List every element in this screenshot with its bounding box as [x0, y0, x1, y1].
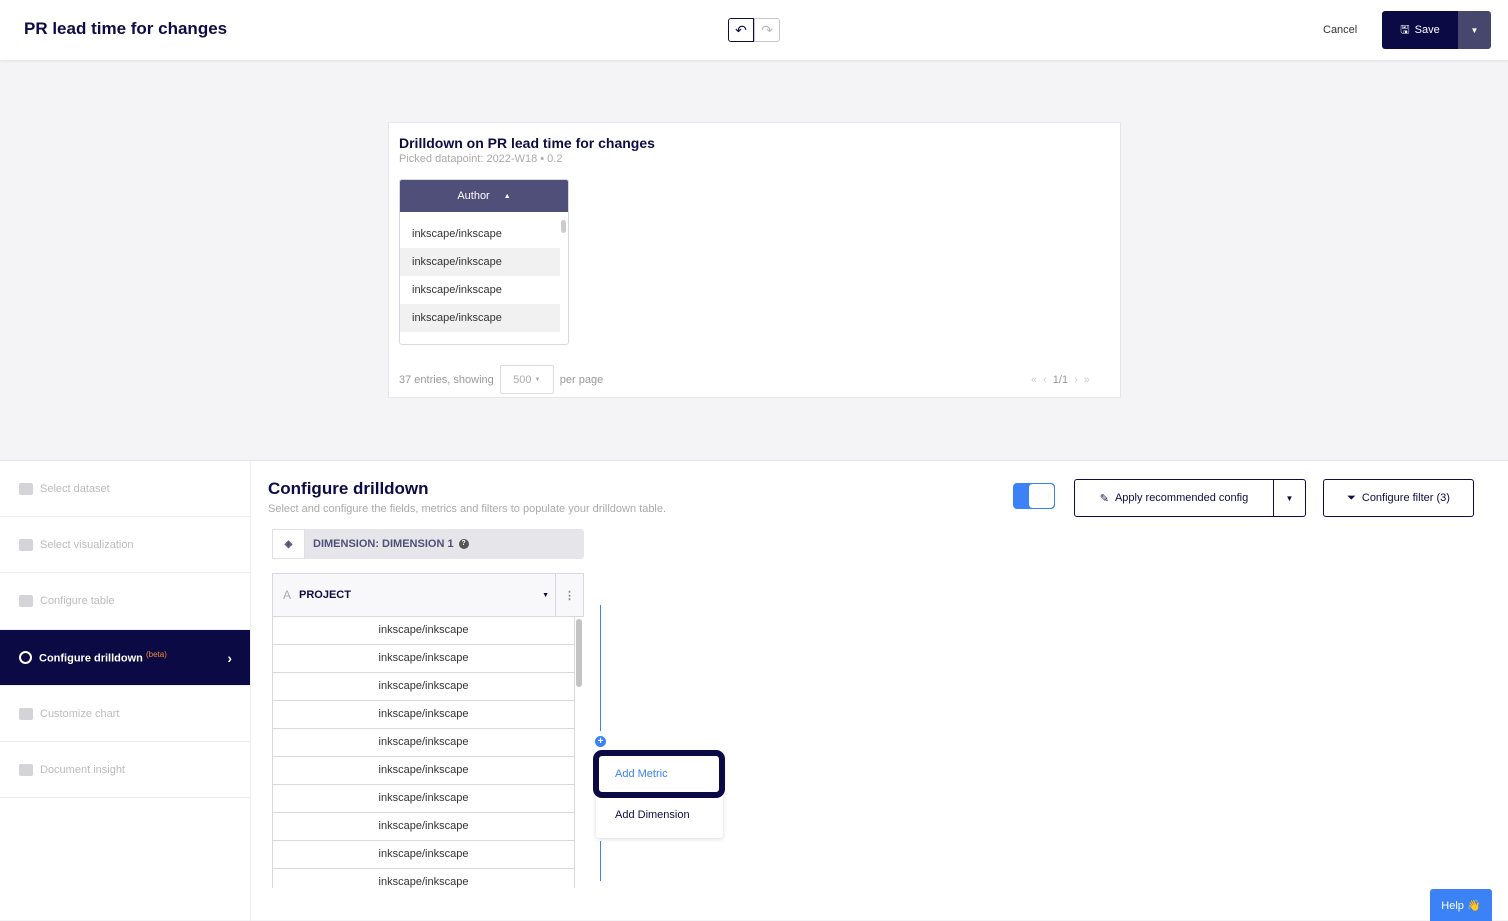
table-row: inkscape/inkscape — [272, 869, 575, 888]
chevron-right-icon: › — [227, 649, 232, 666]
connector-line — [600, 605, 601, 731]
table-row: inkscape/inkscape — [272, 673, 575, 701]
redo-button[interactable]: ↷ — [754, 18, 780, 42]
table-row: inkscape/inkscape — [272, 729, 575, 757]
sidebar-item-label: Configure drilldown — [39, 652, 143, 665]
table-icon — [19, 595, 33, 607]
caret-down-icon: ▼ — [1285, 493, 1294, 503]
crosshair-icon — [19, 651, 32, 664]
last-page-icon[interactable]: » — [1083, 373, 1090, 386]
author-column-header[interactable]: Author ▲ — [400, 180, 568, 212]
field-label: PROJECT — [299, 589, 351, 601]
top-bar: PR lead time for changes ↶ ↷ Cancel 🖫 Sav… — [0, 0, 1508, 60]
sidebar-item-label: Select dataset — [40, 482, 110, 495]
section-title: Configure drilldown — [268, 479, 429, 498]
table-row: inkscape/inkscape — [400, 248, 560, 276]
magic-wand-icon: ✎ — [1099, 492, 1109, 505]
undo-button[interactable]: ↶ — [728, 18, 754, 42]
toggle-knob — [1028, 484, 1054, 508]
pagination-info: 37 entries, showing 500 ▼ per page — [399, 365, 603, 394]
database-icon — [19, 482, 33, 495]
card-title: Drilldown on PR lead time for changes — [399, 135, 655, 151]
section-subtitle: Select and configure the fields, metrics… — [268, 503, 667, 515]
table-row: inkscape/inkscape — [272, 757, 575, 785]
sidebar-item-customize-chart[interactable]: Customize chart — [0, 686, 250, 742]
sidebar: Select dataset Select visualization Conf… — [0, 461, 251, 921]
project-values-list: inkscape/inkscape inkscape/inkscape inksca… — [272, 617, 575, 888]
sidebar-item-select-visualization[interactable]: Select visualization — [0, 517, 250, 573]
entries-text: 37 entries, showing — [399, 373, 494, 386]
beta-badge: (beta) — [145, 650, 167, 660]
configure-filter-button[interactable]: ⏷ Configure filter (3) — [1323, 479, 1474, 517]
sort-up-icon: ▲ — [503, 192, 511, 200]
caret-down-icon: ▼ — [542, 591, 549, 599]
per-page-select[interactable]: 500 ▼ — [499, 365, 554, 394]
book-icon — [19, 763, 33, 776]
table-row: inkscape/inkscape — [412, 228, 502, 240]
sidebar-item-select-dataset[interactable]: Select dataset — [0, 461, 250, 517]
text-type-icon: A — [283, 588, 292, 602]
table-row: inkscape/inkscape — [412, 284, 502, 296]
next-page-icon[interactable]: › — [1074, 373, 1078, 386]
paint-roller-icon — [19, 707, 33, 720]
sidebar-item-configure-drilldown[interactable]: Configure drilldown (beta) › — [0, 630, 250, 686]
table-row: inkscape/inkscape — [272, 645, 575, 673]
table-row: inkscape/inkscape — [400, 304, 560, 332]
table-row: inkscape/inkscape — [272, 701, 575, 729]
field-select[interactable]: A PROJECT ▼ ⋮ — [272, 573, 584, 617]
sidebar-item-label: Select visualization — [40, 538, 134, 551]
drilldown-preview-card: Drilldown on PR lead time for changes Pi… — [388, 122, 1121, 398]
caret-down-icon: ▼ — [534, 376, 541, 383]
apply-label: Apply recommended config — [1114, 492, 1249, 504]
apply-config-dropdown-button[interactable]: ▼ — [1273, 479, 1306, 517]
dimension-icon: ◈ — [272, 529, 305, 559]
picked-datapoint: Picked datapoint: 2022-W18 • 0.2 — [399, 153, 563, 165]
sidebar-item-configure-table[interactable]: Configure table — [0, 573, 250, 630]
table-row: inkscape/inkscape — [272, 841, 575, 869]
add-metric-menu-item[interactable]: Add Metric — [593, 750, 725, 798]
connector-line — [600, 841, 601, 881]
dimension-label: DIMENSION: DIMENSION 1 — [313, 538, 454, 550]
filter-label: Configure filter (3) — [1361, 492, 1450, 504]
toggle-switch[interactable] — [1013, 483, 1055, 509]
table-row: inkscape/inkscape — [272, 785, 575, 813]
page-indicator: 1/1 — [1052, 373, 1069, 386]
prev-page-icon[interactable]: ‹ — [1043, 373, 1047, 386]
first-page-icon[interactable]: « — [1031, 373, 1038, 386]
filter-icon: ⏷ — [1347, 491, 1356, 504]
kebab-menu-icon[interactable]: ⋮ — [555, 574, 583, 616]
column-label: Author — [457, 190, 490, 202]
sidebar-item-label: Customize chart — [40, 707, 120, 720]
add-icon[interactable]: + — [595, 736, 606, 747]
table-row: inkscape/inkscape — [272, 617, 575, 645]
cancel-button[interactable]: Cancel — [1323, 24, 1358, 36]
sidebar-item-label: Document insight — [40, 763, 125, 776]
save-dropdown-button[interactable]: ▼ — [1458, 11, 1491, 49]
per-page-value: 500 — [513, 373, 532, 386]
save-label: Save — [1414, 24, 1440, 36]
undo-icon: ↶ — [735, 21, 747, 38]
per-page-label: per page — [559, 373, 604, 386]
save-button[interactable]: 🖫 Save — [1382, 11, 1458, 49]
redo-icon: ↷ — [761, 21, 773, 38]
help-button[interactable]: Help 👋 — [1430, 889, 1492, 921]
table-row: inkscape/inkscape — [272, 813, 575, 841]
bar-chart-icon — [19, 538, 33, 551]
dimension-header: ◈ DIMENSION: DIMENSION 1 ? — [272, 529, 584, 559]
sidebar-item-document-insight[interactable]: Document insight — [0, 742, 250, 798]
config-panel: Select dataset Select visualization Conf… — [0, 460, 1508, 921]
page-title: PR lead time for changes — [24, 19, 228, 38]
sidebar-item-label: Configure table — [40, 595, 115, 607]
caret-down-icon: ▼ — [1470, 25, 1479, 35]
scrollbar[interactable] — [576, 619, 582, 687]
add-menu: Add Metric Add Dimension — [593, 750, 725, 838]
help-icon[interactable]: ? — [458, 539, 469, 549]
pager: « ‹ 1/1 › » — [1031, 365, 1090, 394]
scrollbar[interactable] — [561, 220, 566, 233]
save-icon: 🖫 — [1400, 23, 1410, 36]
apply-recommended-config-button[interactable]: ✎ Apply recommended config — [1074, 479, 1274, 517]
add-dimension-menu-item[interactable]: Add Dimension — [615, 809, 690, 821]
author-table: Author ▲ inkscape/inkscape inkscape/inksc… — [399, 179, 569, 345]
